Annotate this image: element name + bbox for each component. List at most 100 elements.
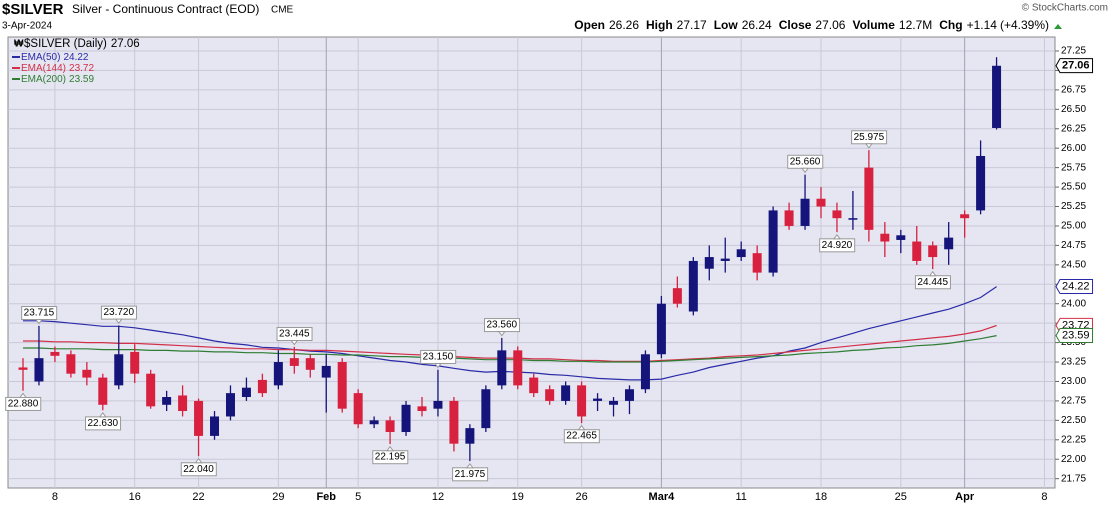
y-tick-label: 25.25 <box>1061 201 1086 212</box>
price-annotation: 23.150 <box>423 351 454 362</box>
candle-body <box>210 416 220 436</box>
y-tick-label: 24.75 <box>1061 240 1086 251</box>
price-annotation: 25.660 <box>790 156 821 167</box>
candle-body <box>353 393 363 425</box>
annotation-pointer <box>864 143 873 149</box>
candle-body <box>832 210 842 219</box>
annotation-pointer <box>194 457 203 464</box>
y-tick-label: 22.50 <box>1061 415 1086 426</box>
candle-body <box>305 358 315 370</box>
candle-body <box>34 358 44 382</box>
candle-body <box>66 354 76 374</box>
annotation-pointer <box>928 270 937 277</box>
candle-body <box>529 377 539 394</box>
price-annotation: 24.920 <box>822 240 853 251</box>
quote-value: 27.06 <box>815 18 845 32</box>
quote-value: 26.24 <box>742 18 772 32</box>
x-tick-label: 5 <box>355 491 361 503</box>
x-tick-label: 8 <box>1041 491 1047 503</box>
y-tick-label: 26.25 <box>1061 123 1086 134</box>
candle-body <box>656 303 666 355</box>
quote-label: Low <box>714 18 739 32</box>
price-annotation: 23.445 <box>279 329 310 340</box>
candle-body <box>369 420 379 425</box>
quote-value: 27.17 <box>677 18 707 32</box>
candle-body <box>321 365 331 378</box>
candle-body <box>624 389 634 401</box>
candle-body <box>640 354 650 390</box>
annotation-pointer <box>577 424 586 431</box>
candle-body <box>114 354 124 386</box>
candle-body <box>481 389 491 429</box>
legend-value: 27.06 <box>111 38 140 50</box>
chart-subtitle: Silver - Continuous Contract (EOD) <box>72 2 259 16</box>
exchange: CME <box>271 5 294 16</box>
price-annotation: 23.715 <box>24 308 55 319</box>
x-tick-label: 19 <box>512 491 524 503</box>
legend-name: $SILVER (Daily) <box>24 38 107 50</box>
annotation-pointer <box>114 318 123 324</box>
legend-main: $SILVER (Daily) 27.06 <box>24 38 140 50</box>
candle-body <box>497 350 507 386</box>
candle-body <box>944 237 954 250</box>
candle-body <box>736 249 746 258</box>
candle-body <box>800 198 810 226</box>
ema-line <box>23 286 997 381</box>
candle-body <box>417 406 427 412</box>
legend-label: EMA(200) <box>21 74 66 85</box>
quote-label: Open <box>574 18 605 32</box>
candle-body <box>784 210 794 226</box>
quote-label: Volume <box>852 18 895 32</box>
annotation-pointer <box>34 319 43 325</box>
up-arrow <box>1054 24 1062 29</box>
ema-line <box>23 335 997 363</box>
candle-body <box>992 65 1002 128</box>
annotation-pointer <box>290 340 299 346</box>
candle-body <box>273 362 283 386</box>
candle-body <box>513 350 523 386</box>
candle-body <box>162 397 172 405</box>
price-annotation: 22.195 <box>375 452 406 463</box>
candle-body <box>561 385 571 401</box>
x-tick-label: 18 <box>815 491 827 503</box>
candle-body <box>896 235 906 240</box>
candle-body <box>257 379 267 394</box>
y-tick-label: 22.25 <box>1061 434 1086 445</box>
quote-label: High <box>646 18 673 32</box>
chart-title: $SILVER <box>2 1 64 18</box>
x-tick-label: Feb <box>316 491 336 503</box>
candle-body <box>465 428 475 444</box>
x-tick-label: Mar4 <box>649 491 676 503</box>
candle-body <box>609 400 619 405</box>
x-tick-label: 29 <box>272 491 284 503</box>
candle-body <box>816 198 826 207</box>
annotation-pointer <box>98 412 107 418</box>
price-annotation: 25.975 <box>854 132 885 143</box>
candle-body <box>194 400 204 436</box>
candle-body <box>225 393 235 417</box>
candle-body <box>688 260 698 312</box>
candle-body <box>401 404 411 433</box>
quote: Open 26.26 High 27.17 Low 26.24 Close 27.06 Volu… <box>574 18 1049 32</box>
candle-body <box>449 400 459 444</box>
quote-label: Chg <box>939 18 962 32</box>
candle-body <box>960 214 970 219</box>
legend-label: EMA(144) <box>21 63 66 74</box>
candle-body <box>50 351 60 356</box>
x-tick-label: 11 <box>735 491 746 503</box>
candle-body <box>577 385 587 417</box>
y-tick-label: 23.00 <box>1061 376 1086 387</box>
date: 3-Apr-2024 <box>2 21 52 32</box>
y-tick-label: 26.00 <box>1061 143 1086 154</box>
candle-body <box>912 241 922 261</box>
candle-body <box>593 398 603 401</box>
candle-body <box>98 377 108 405</box>
y-tick-label: 23.25 <box>1061 357 1086 368</box>
y-tick-label: 27.25 <box>1061 46 1086 57</box>
candle-body <box>864 167 874 230</box>
candle-body <box>768 210 778 273</box>
candle-body <box>241 387 251 398</box>
legend-entry: EMA(200) 23.59 <box>21 74 94 85</box>
x-tick-label: 12 <box>432 491 444 503</box>
